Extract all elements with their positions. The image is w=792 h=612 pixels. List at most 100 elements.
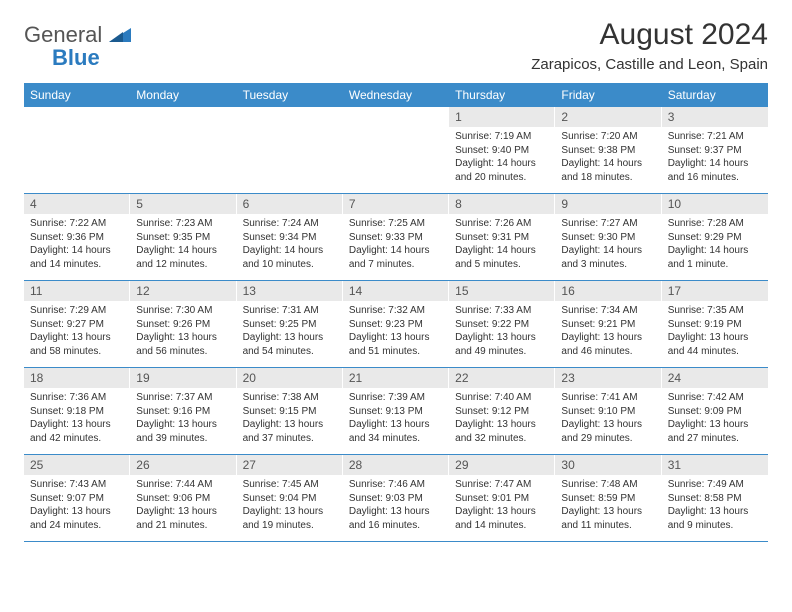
day-cell: 27Sunrise: 7:45 AMSunset: 9:04 PMDayligh… bbox=[237, 455, 343, 541]
week-row: 25Sunrise: 7:43 AMSunset: 9:07 PMDayligh… bbox=[24, 455, 768, 542]
day-cell: 19Sunrise: 7:37 AMSunset: 9:16 PMDayligh… bbox=[130, 368, 236, 454]
day-number: 17 bbox=[662, 281, 768, 301]
day-number: 21 bbox=[343, 368, 449, 388]
day-cell: 22Sunrise: 7:40 AMSunset: 9:12 PMDayligh… bbox=[449, 368, 555, 454]
day-number: 28 bbox=[343, 455, 449, 475]
logo: General Blue bbox=[24, 18, 131, 70]
day-header: Saturday bbox=[662, 83, 768, 107]
day-info: Sunrise: 7:30 AMSunset: 9:26 PMDaylight:… bbox=[130, 301, 236, 363]
day-number: 5 bbox=[130, 194, 236, 214]
day-cell: 2Sunrise: 7:20 AMSunset: 9:38 PMDaylight… bbox=[555, 107, 661, 193]
day-info: Sunrise: 7:29 AMSunset: 9:27 PMDaylight:… bbox=[24, 301, 130, 363]
day-info: Sunrise: 7:38 AMSunset: 9:15 PMDaylight:… bbox=[237, 388, 343, 450]
day-info: Sunrise: 7:36 AMSunset: 9:18 PMDaylight:… bbox=[24, 388, 130, 450]
day-number: 31 bbox=[662, 455, 768, 475]
day-info: Sunrise: 7:20 AMSunset: 9:38 PMDaylight:… bbox=[555, 127, 661, 189]
day-cell: 17Sunrise: 7:35 AMSunset: 9:19 PMDayligh… bbox=[662, 281, 768, 367]
empty-cell bbox=[237, 107, 343, 193]
week-row: 1Sunrise: 7:19 AMSunset: 9:40 PMDaylight… bbox=[24, 107, 768, 194]
day-info: Sunrise: 7:45 AMSunset: 9:04 PMDaylight:… bbox=[237, 475, 343, 537]
day-number: 6 bbox=[237, 194, 343, 214]
day-info: Sunrise: 7:46 AMSunset: 9:03 PMDaylight:… bbox=[343, 475, 449, 537]
day-info: Sunrise: 7:28 AMSunset: 9:29 PMDaylight:… bbox=[662, 214, 768, 276]
day-cell: 16Sunrise: 7:34 AMSunset: 9:21 PMDayligh… bbox=[555, 281, 661, 367]
day-info: Sunrise: 7:48 AMSunset: 8:59 PMDaylight:… bbox=[555, 475, 661, 537]
day-info: Sunrise: 7:23 AMSunset: 9:35 PMDaylight:… bbox=[130, 214, 236, 276]
day-info: Sunrise: 7:24 AMSunset: 9:34 PMDaylight:… bbox=[237, 214, 343, 276]
day-number: 27 bbox=[237, 455, 343, 475]
day-number: 4 bbox=[24, 194, 130, 214]
calendar-grid: 1Sunrise: 7:19 AMSunset: 9:40 PMDaylight… bbox=[24, 107, 768, 542]
day-info: Sunrise: 7:32 AMSunset: 9:23 PMDaylight:… bbox=[343, 301, 449, 363]
week-row: 18Sunrise: 7:36 AMSunset: 9:18 PMDayligh… bbox=[24, 368, 768, 455]
day-cell: 15Sunrise: 7:33 AMSunset: 9:22 PMDayligh… bbox=[449, 281, 555, 367]
day-number: 11 bbox=[24, 281, 130, 301]
day-cell: 23Sunrise: 7:41 AMSunset: 9:10 PMDayligh… bbox=[555, 368, 661, 454]
day-number: 10 bbox=[662, 194, 768, 214]
day-number: 26 bbox=[130, 455, 236, 475]
day-cell: 26Sunrise: 7:44 AMSunset: 9:06 PMDayligh… bbox=[130, 455, 236, 541]
day-cell: 20Sunrise: 7:38 AMSunset: 9:15 PMDayligh… bbox=[237, 368, 343, 454]
day-cell: 8Sunrise: 7:26 AMSunset: 9:31 PMDaylight… bbox=[449, 194, 555, 280]
day-info: Sunrise: 7:26 AMSunset: 9:31 PMDaylight:… bbox=[449, 214, 555, 276]
day-number: 23 bbox=[555, 368, 661, 388]
day-cell: 21Sunrise: 7:39 AMSunset: 9:13 PMDayligh… bbox=[343, 368, 449, 454]
day-cell: 3Sunrise: 7:21 AMSunset: 9:37 PMDaylight… bbox=[662, 107, 768, 193]
day-info: Sunrise: 7:49 AMSunset: 8:58 PMDaylight:… bbox=[662, 475, 768, 537]
day-cell: 29Sunrise: 7:47 AMSunset: 9:01 PMDayligh… bbox=[449, 455, 555, 541]
day-cell: 7Sunrise: 7:25 AMSunset: 9:33 PMDaylight… bbox=[343, 194, 449, 280]
logo-word2: Blue bbox=[52, 45, 100, 70]
day-info: Sunrise: 7:42 AMSunset: 9:09 PMDaylight:… bbox=[662, 388, 768, 450]
logo-text-block: General Blue bbox=[24, 24, 131, 70]
day-cell: 31Sunrise: 7:49 AMSunset: 8:58 PMDayligh… bbox=[662, 455, 768, 541]
day-info: Sunrise: 7:35 AMSunset: 9:19 PMDaylight:… bbox=[662, 301, 768, 363]
day-cell: 25Sunrise: 7:43 AMSunset: 9:07 PMDayligh… bbox=[24, 455, 130, 541]
day-header: Wednesday bbox=[343, 83, 449, 107]
day-cell: 5Sunrise: 7:23 AMSunset: 9:35 PMDaylight… bbox=[130, 194, 236, 280]
day-header: Sunday bbox=[24, 83, 130, 107]
location: Zarapicos, Castille and Leon, Spain bbox=[531, 56, 768, 73]
day-info: Sunrise: 7:25 AMSunset: 9:33 PMDaylight:… bbox=[343, 214, 449, 276]
day-number: 15 bbox=[449, 281, 555, 301]
day-number: 3 bbox=[662, 107, 768, 127]
day-number: 2 bbox=[555, 107, 661, 127]
day-info: Sunrise: 7:33 AMSunset: 9:22 PMDaylight:… bbox=[449, 301, 555, 363]
logo-word1: General bbox=[24, 22, 102, 47]
day-cell: 9Sunrise: 7:27 AMSunset: 9:30 PMDaylight… bbox=[555, 194, 661, 280]
day-cell: 24Sunrise: 7:42 AMSunset: 9:09 PMDayligh… bbox=[662, 368, 768, 454]
day-number: 7 bbox=[343, 194, 449, 214]
day-info: Sunrise: 7:47 AMSunset: 9:01 PMDaylight:… bbox=[449, 475, 555, 537]
day-cell: 30Sunrise: 7:48 AMSunset: 8:59 PMDayligh… bbox=[555, 455, 661, 541]
day-number: 18 bbox=[24, 368, 130, 388]
day-cell: 4Sunrise: 7:22 AMSunset: 9:36 PMDaylight… bbox=[24, 194, 130, 280]
day-info: Sunrise: 7:41 AMSunset: 9:10 PMDaylight:… bbox=[555, 388, 661, 450]
empty-cell bbox=[24, 107, 130, 193]
day-number: 22 bbox=[449, 368, 555, 388]
day-number: 19 bbox=[130, 368, 236, 388]
day-number: 20 bbox=[237, 368, 343, 388]
empty-cell bbox=[130, 107, 236, 193]
day-header: Monday bbox=[130, 83, 236, 107]
day-number: 1 bbox=[449, 107, 555, 127]
day-headers-row: SundayMondayTuesdayWednesdayThursdayFrid… bbox=[24, 83, 768, 107]
day-info: Sunrise: 7:27 AMSunset: 9:30 PMDaylight:… bbox=[555, 214, 661, 276]
title-block: August 2024 Zarapicos, Castille and Leon… bbox=[531, 18, 768, 73]
day-number: 9 bbox=[555, 194, 661, 214]
day-cell: 18Sunrise: 7:36 AMSunset: 9:18 PMDayligh… bbox=[24, 368, 130, 454]
day-info: Sunrise: 7:31 AMSunset: 9:25 PMDaylight:… bbox=[237, 301, 343, 363]
day-info: Sunrise: 7:39 AMSunset: 9:13 PMDaylight:… bbox=[343, 388, 449, 450]
day-info: Sunrise: 7:19 AMSunset: 9:40 PMDaylight:… bbox=[449, 127, 555, 189]
day-cell: 6Sunrise: 7:24 AMSunset: 9:34 PMDaylight… bbox=[237, 194, 343, 280]
day-number: 30 bbox=[555, 455, 661, 475]
day-number: 8 bbox=[449, 194, 555, 214]
day-info: Sunrise: 7:43 AMSunset: 9:07 PMDaylight:… bbox=[24, 475, 130, 537]
day-info: Sunrise: 7:44 AMSunset: 9:06 PMDaylight:… bbox=[130, 475, 236, 537]
day-info: Sunrise: 7:37 AMSunset: 9:16 PMDaylight:… bbox=[130, 388, 236, 450]
day-header: Thursday bbox=[449, 83, 555, 107]
header: General Blue August 2024 Zarapicos, Cast… bbox=[24, 18, 768, 73]
month-title: August 2024 bbox=[531, 18, 768, 52]
day-info: Sunrise: 7:40 AMSunset: 9:12 PMDaylight:… bbox=[449, 388, 555, 450]
day-header: Friday bbox=[555, 83, 661, 107]
day-number: 14 bbox=[343, 281, 449, 301]
day-cell: 28Sunrise: 7:46 AMSunset: 9:03 PMDayligh… bbox=[343, 455, 449, 541]
